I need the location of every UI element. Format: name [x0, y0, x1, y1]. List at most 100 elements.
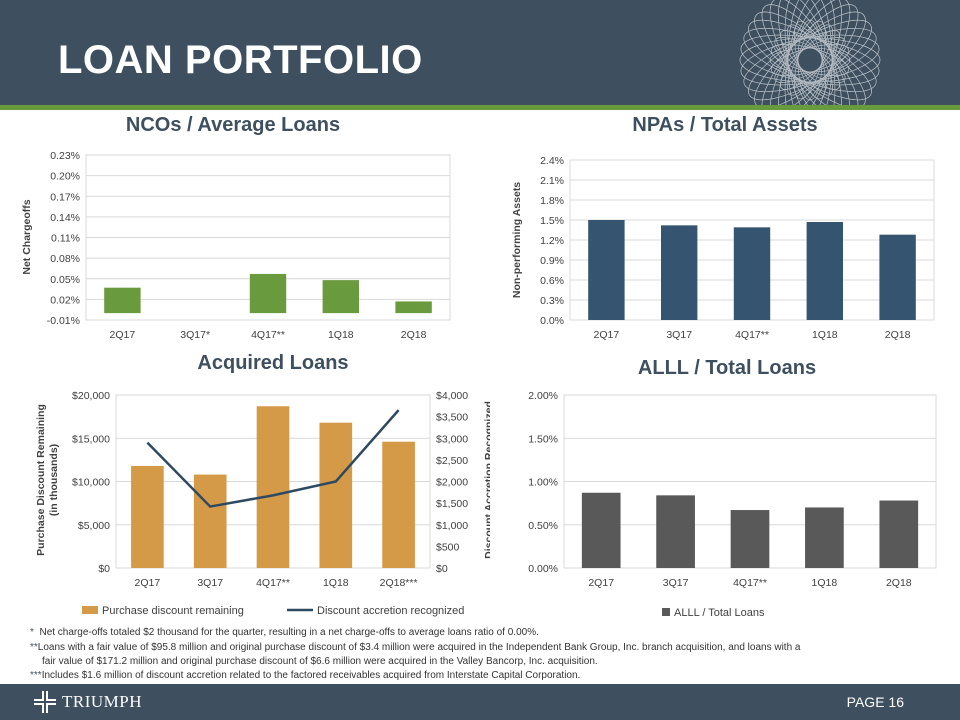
alll-chart-title: ALLL / Total Loans [637, 357, 817, 379]
y2-tick-label: $1,500 [436, 498, 468, 510]
x-tick-label: 2Q17 [594, 329, 620, 341]
axis-label: Net Chargeoffs [21, 199, 33, 274]
y-tick-label: 0.02% [50, 294, 80, 306]
y-tick-label: $20,000 [72, 390, 110, 402]
legend-swatch-alll [662, 608, 670, 616]
y-tick-label: 0.50% [528, 520, 558, 532]
y-tick-label: 0.14% [50, 212, 80, 224]
x-tick-label: 1Q18 [328, 329, 354, 341]
footnote-3: ***Includes $1.6 million of discount acc… [30, 670, 581, 681]
y-tick-label: 2.00% [528, 390, 558, 402]
bar-1Q18 [805, 507, 844, 568]
axis-label: Purchase Discount Remaining(in thousands… [35, 404, 60, 556]
y-tick-label: 0.9% [540, 255, 564, 267]
y2-tick-label: $1,000 [436, 520, 468, 532]
y-tick-label: 1.2% [540, 235, 564, 247]
bar-2Q17 [588, 220, 625, 320]
bar-4Q17** [249, 273, 287, 314]
legend-label-discount-accretion: Discount accretion recognized [317, 605, 464, 617]
y-tick-label: 0.17% [50, 191, 80, 203]
x-tick-label: 3Q17 [666, 329, 692, 341]
y-tick-label: 2.4% [540, 155, 564, 167]
footnote-1: * Net charge-offs totaled $2 thousand fo… [30, 627, 539, 638]
axis-label: Discount Accretion Recognized(in thousan… [483, 401, 490, 559]
x-tick-label: 2Q17 [110, 329, 136, 341]
y2-tick-label: $2,000 [436, 477, 468, 489]
x-tick-label: 1Q18 [812, 577, 838, 589]
y-tick-label: -0.01% [47, 315, 80, 327]
x-tick-label: 1Q18 [323, 577, 349, 589]
footnote-2-cont: fair value of $171.2 million and origina… [42, 656, 598, 667]
x-tick-label: 4Q17** [735, 329, 769, 341]
x-tick-label: 2Q18 [401, 329, 427, 341]
y-tick-label: 0.23% [50, 150, 80, 162]
bar-2Q18 [395, 301, 432, 314]
y-tick-label: 1.50% [528, 433, 558, 445]
y2-tick-label: $3,000 [436, 433, 468, 445]
y2-tick-label: $2,500 [436, 455, 468, 467]
bar-3Q17 [656, 495, 695, 568]
x-tick-label: 2Q17 [135, 577, 161, 589]
acquired-loans-chart: $0 $5,000 $10,000 $15,000 $20,000 2Q17 3Q17 4Q1… [35, 390, 490, 617]
bar-2Q18*** [382, 441, 415, 568]
bar-4Q17** [733, 227, 771, 320]
legend-label-purchase-discount: Purchase discount remaining [102, 605, 244, 617]
y-tick-label: 0.08% [50, 253, 80, 265]
header-accent-stripe [0, 105, 960, 110]
bar-1Q18 [322, 280, 359, 314]
x-tick-label: 2Q18 [886, 577, 912, 589]
page-title: LOAN PORTFOLIO [58, 38, 423, 82]
y-tick-label: $5,000 [78, 520, 110, 532]
y-tick-label: 0.0% [540, 315, 564, 327]
y-tick-label: 0.20% [50, 171, 80, 183]
y-tick-label: 0.00% [528, 563, 558, 575]
legend-label-alll: ALLL / Total Loans [674, 607, 765, 619]
x-tick-label: 3Q17 [197, 577, 223, 589]
y-tick-label: 0.3% [540, 295, 564, 307]
x-tick-label: 3Q17 [663, 577, 689, 589]
y-tick-label: 0.05% [50, 274, 80, 286]
y-tick-label: 0.6% [540, 275, 564, 287]
footnote-2: **Loans with a fair value of $95.8 milli… [30, 642, 801, 653]
bar-1Q18 [319, 422, 353, 568]
y-tick-label: 1.8% [540, 195, 564, 207]
bar-2Q18 [879, 234, 916, 320]
x-tick-label: 4Q17** [251, 329, 285, 341]
y2-tick-label: $0 [436, 563, 448, 575]
bar-4Q17** [730, 510, 770, 568]
x-tick-label: 4Q17** [256, 577, 290, 589]
header-bar [0, 0, 960, 105]
x-tick-label: 2Q18 [885, 329, 911, 341]
legend-swatch-purchase-discount [82, 606, 98, 614]
y-tick-label: 0.11% [51, 233, 80, 245]
x-tick-label: 2Q18*** [380, 577, 418, 589]
y-tick-label: 1.00% [528, 477, 558, 489]
bar-2Q17 [581, 492, 621, 568]
x-tick-label: 2Q17 [588, 577, 614, 589]
rosette-ornament-icon [739, 0, 881, 105]
axis-label: Non-performing Assets [511, 182, 523, 298]
bar-1Q18 [806, 222, 843, 320]
bar-3Q17 [193, 474, 227, 568]
bar-3Q17 [661, 225, 698, 320]
bar-4Q17** [256, 406, 290, 568]
y2-tick-label: $500 [436, 541, 460, 553]
y-tick-label: $0 [98, 563, 110, 575]
y-tick-label: $10,000 [72, 477, 110, 489]
triumph-logo: TRIUMPH [34, 690, 142, 714]
y-tick-label: 2.1% [540, 175, 564, 187]
alll-chart: 0.00% 0.50% 1.00% 1.50% 2.00% 2Q17 3Q17 4Q17** 1… [528, 390, 937, 619]
bar-2Q17 [104, 287, 141, 314]
acquired-chart-title: Acquired Loans [197, 352, 349, 374]
nco-chart-title: NCOs / Average Loans [125, 114, 341, 136]
y-tick-label: 1.5% [540, 215, 564, 227]
page-number: PAGE 16 [846, 694, 904, 710]
npa-chart: 0.0% 0.3% 0.6% 0.9% 1.2% 1.5% 1.8% 2.1% 2.4% 2Q17… [511, 155, 935, 341]
nco-chart: -0.01% 0.02% 0.05% 0.08% 0.11% 0.14% 0.17% 0.20… [21, 150, 451, 341]
x-tick-label: 1Q18 [812, 329, 838, 341]
npa-chart-title: NPAs / Total Assets [632, 114, 818, 136]
y2-tick-label: $3,500 [436, 412, 468, 424]
logo-text: TRIUMPH [62, 692, 143, 711]
bar-2Q18 [879, 500, 919, 568]
y-tick-label: $15,000 [72, 433, 110, 445]
